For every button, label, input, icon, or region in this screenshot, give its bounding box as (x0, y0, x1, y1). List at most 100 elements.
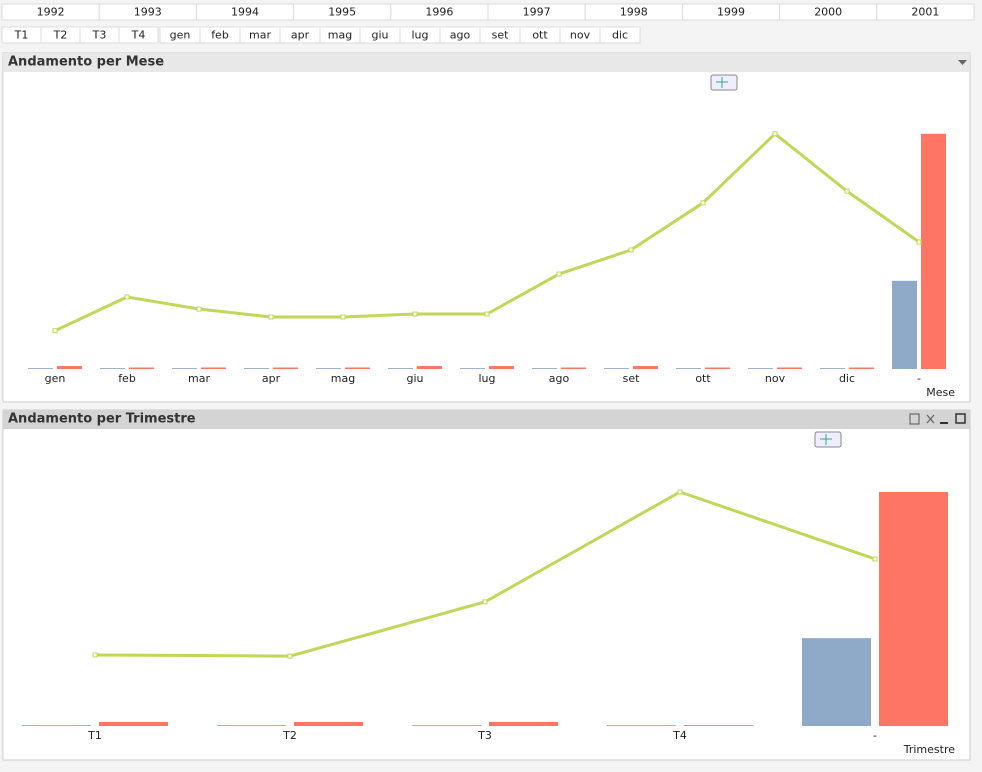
period-label: nov (570, 29, 591, 42)
bar (460, 368, 485, 369)
x-tick-label: ago (549, 372, 570, 385)
bar (489, 366, 514, 369)
period-label: T2 (53, 29, 68, 42)
line-point (700, 200, 706, 206)
bar (57, 366, 82, 369)
line-point (92, 652, 98, 658)
x-tick-label: T2 (282, 729, 297, 742)
bar (489, 721, 558, 726)
line-point (268, 314, 274, 320)
line-point (340, 314, 346, 320)
x-tick-label: T4 (672, 729, 687, 742)
bar (273, 367, 298, 369)
line-point (844, 188, 850, 194)
panel-header (3, 410, 970, 429)
bar (802, 638, 871, 726)
year-label: 1995 (328, 6, 356, 19)
panel-header (3, 53, 970, 72)
period-label: T3 (92, 29, 107, 42)
year-label: 2001 (911, 6, 939, 19)
year-cell[interactable] (876, 3, 975, 21)
period-label: T1 (14, 29, 29, 42)
period-label: T4 (131, 29, 146, 42)
line-point (872, 556, 878, 562)
x-tick-label: dic (839, 372, 855, 385)
bar (849, 367, 874, 369)
bar (820, 368, 845, 369)
bar (892, 280, 917, 369)
period-cell[interactable] (118, 26, 159, 44)
year-label: 1992 (37, 6, 65, 19)
period-label: ago (450, 29, 471, 42)
year-label: 1999 (717, 6, 745, 19)
bar (561, 367, 586, 369)
bar (99, 721, 168, 726)
bar (129, 367, 154, 369)
line-point (196, 306, 202, 312)
year-label: 2000 (814, 6, 842, 19)
chart-panel (2, 52, 971, 403)
bar (217, 725, 286, 726)
bar (28, 368, 53, 369)
bar (532, 368, 557, 369)
x-tick-label: giu (406, 372, 423, 385)
period-label: feb (211, 29, 229, 42)
period-label: mag (328, 29, 352, 42)
bar (777, 367, 802, 369)
line-point (677, 489, 683, 495)
period-label: ott (532, 29, 548, 42)
bar (316, 368, 341, 369)
x-tick-label: T3 (477, 729, 492, 742)
period-label: gen (170, 29, 191, 42)
x-axis-label: Mese (926, 386, 955, 399)
x-axis-label: Trimestre (903, 743, 955, 756)
x-tick-label: ott (695, 372, 711, 385)
x-tick-label: - (873, 729, 877, 742)
x-tick-label: mag (331, 372, 355, 385)
bar (607, 725, 676, 726)
button-icon (820, 434, 832, 445)
x-tick-label: - (917, 372, 921, 385)
x-tick-label: nov (765, 372, 786, 385)
bar (604, 368, 629, 369)
bar (879, 491, 948, 726)
bar (412, 725, 481, 726)
x-tick-label: lug (478, 372, 495, 385)
line-point (482, 599, 488, 605)
period-label: lug (411, 29, 428, 42)
period-label: apr (291, 29, 310, 42)
maximize-icon[interactable] (955, 413, 966, 424)
year-label: 1994 (231, 6, 259, 19)
year-label: 1993 (134, 6, 162, 19)
line-point (484, 311, 490, 317)
x-tick-label: apr (262, 372, 281, 385)
x-tick-label: T1 (87, 729, 102, 742)
period-cell[interactable] (599, 26, 641, 44)
line-point (287, 653, 293, 659)
year-label: 1997 (523, 6, 551, 19)
print-icon[interactable] (909, 413, 920, 425)
period-label: giu (371, 29, 388, 42)
line-point (52, 328, 58, 334)
bar (22, 725, 91, 726)
bar (100, 368, 125, 369)
excel-glyph (926, 414, 935, 424)
line-point (772, 131, 778, 137)
menu-icon[interactable] (958, 60, 967, 65)
line-point (412, 311, 418, 317)
period-label: mar (249, 29, 271, 42)
bar (705, 367, 730, 369)
bar (676, 368, 701, 369)
chart-title: Andamento per Mese (8, 55, 164, 70)
period-label: set (492, 29, 509, 42)
bar (921, 133, 946, 369)
bar (294, 721, 363, 726)
line-point (916, 239, 922, 245)
bar (244, 368, 269, 369)
period-list: T1 T2 T3 T4 gen feb mar apr mag giu lug ago set ott no… (1, 26, 641, 44)
x-tick-label: feb (118, 372, 136, 385)
x-tick-label: mar (188, 372, 210, 385)
year-label: 1998 (620, 6, 648, 19)
